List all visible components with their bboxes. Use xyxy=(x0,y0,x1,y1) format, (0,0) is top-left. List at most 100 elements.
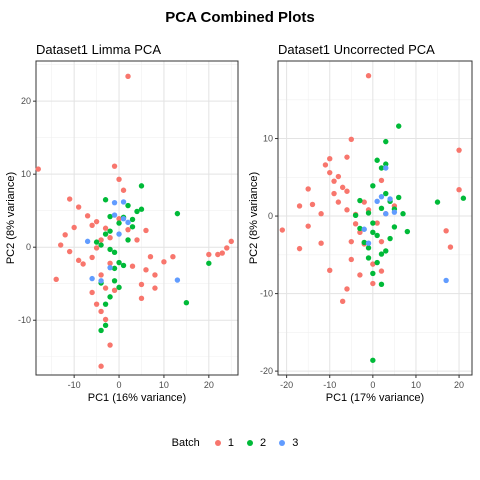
panel-2-point-batch-1 xyxy=(327,155,333,162)
panel-1-point-batch-3 xyxy=(120,199,127,205)
panel-2-point-batch-1 xyxy=(357,272,363,278)
panel-1-point-batch-1 xyxy=(143,227,149,234)
panel-1-point-batch-2 xyxy=(111,278,118,284)
panel-1-point-batch-1 xyxy=(206,251,212,258)
panel-2-point-batch-2 xyxy=(365,245,372,251)
panel-2-point-batch-2 xyxy=(365,210,372,216)
panel-1-point-batch-2 xyxy=(129,224,136,230)
panel-2-point-batch-1 xyxy=(344,207,350,213)
panel-1-point-batch-1 xyxy=(125,73,131,80)
panel-1-point-batch-2 xyxy=(93,239,100,245)
panel-2-point-batch-1 xyxy=(378,177,385,184)
panel-1-tick-label-y: 0 xyxy=(26,242,31,252)
panel-2-point-batch-1 xyxy=(339,298,346,305)
panel-1-point-batch-1 xyxy=(170,254,176,260)
panel-1-point-batch-2 xyxy=(98,242,104,248)
panel-1-point-batch-3 xyxy=(111,199,118,206)
panel-1-point-batch-1 xyxy=(75,257,82,264)
panel-2-ylabel: PC2 (8% variance) xyxy=(248,172,260,264)
panel-2-point-batch-2 xyxy=(383,248,389,254)
legend: Batch 1 2 3 xyxy=(0,437,480,449)
panel-2-point-batch-1 xyxy=(370,280,376,287)
panel-2-xlabel: PC1 (17% variance) xyxy=(326,392,424,404)
panel-2-point-batch-3 xyxy=(383,165,389,171)
panel-2-point-batch-2 xyxy=(383,190,389,197)
panel-1-point-batch-1 xyxy=(102,225,109,231)
legend-item-2: 2 xyxy=(247,437,266,449)
panel-1-point-batch-3 xyxy=(84,238,91,245)
panel-1-point-batch-2 xyxy=(111,249,118,256)
legend-item-1: 1 xyxy=(214,437,234,449)
panel-2-point-batch-1 xyxy=(339,184,346,191)
panel-1-point-batch-1 xyxy=(161,259,167,265)
panel-1-point-batch-2 xyxy=(174,210,181,217)
panel-1-point-batch-2 xyxy=(107,294,113,300)
panel-2-point-batch-2 xyxy=(378,281,385,287)
panel-2-point-batch-3 xyxy=(387,196,393,202)
panel-2-point-batch-1 xyxy=(335,199,342,205)
panel-2-point-batch-2 xyxy=(374,232,380,239)
panel-1-point-batch-3 xyxy=(89,275,95,282)
panel-2-point-batch-1 xyxy=(447,244,454,250)
legend-item-3: 3 xyxy=(279,437,298,449)
panel-2-point-batch-2 xyxy=(378,205,385,212)
panel-1-point-batch-1 xyxy=(152,272,158,278)
panel-1-point-batch-1 xyxy=(111,287,118,293)
panel-1-point-batch-3 xyxy=(107,264,113,271)
panel-2-tick-label-y: -20 xyxy=(260,366,273,376)
panel-1-point-batch-1 xyxy=(129,263,136,269)
panel-1-point-batch-2 xyxy=(98,327,104,334)
panel-1-point-batch-1 xyxy=(138,281,145,288)
panel-2-point-batch-1 xyxy=(322,162,329,168)
panel-2-point-batch-1 xyxy=(352,221,359,227)
panel-1-point-batch-1 xyxy=(84,213,91,219)
panel-1-point-batch-1 xyxy=(224,245,230,251)
panel-2-point-batch-3 xyxy=(378,193,385,200)
panel-2-point-batch-2 xyxy=(352,212,359,218)
panel-2-point-batch-1 xyxy=(348,238,354,245)
panel-2-point-batch-3 xyxy=(361,226,367,232)
panel-1-point-batch-1 xyxy=(228,238,234,245)
panel-1-point-batch-1 xyxy=(98,308,104,315)
panel-1-point-batch-1 xyxy=(98,363,104,369)
panel-2-point-batch-1 xyxy=(318,211,324,217)
panel-2-point-batch-1 xyxy=(378,268,385,274)
panel-1-point-batch-1 xyxy=(66,196,73,202)
panel-1-point-batch-3 xyxy=(125,219,131,226)
panel-2-point-batch-2 xyxy=(383,161,389,167)
panel-1-point-batch-2 xyxy=(138,206,145,212)
legend-swatch-3 xyxy=(279,440,286,446)
panel-1-point-batch-1 xyxy=(35,166,41,172)
panel-1-point-batch-1 xyxy=(75,204,82,210)
panel-2-point-batch-2 xyxy=(404,228,411,235)
panel-2-title: Dataset1 Uncorrected PCA xyxy=(278,42,435,57)
panel-2-point-batch-1 xyxy=(305,223,311,229)
legend-label-2: 2 xyxy=(260,437,267,449)
panel-2-point-batch-1 xyxy=(305,186,311,192)
panel-1-point-batch-1 xyxy=(62,232,68,238)
panel-1-tick-label-y: 10 xyxy=(21,169,31,179)
panel-1-point-batch-1 xyxy=(116,216,122,222)
panel-1-point-batch-1 xyxy=(120,187,127,193)
panel-2-point-batch-2 xyxy=(374,259,380,266)
panel-2-point-batch-1 xyxy=(279,227,286,233)
panel-1-point-batch-2 xyxy=(102,231,109,237)
panel-1-point-batch-1 xyxy=(93,301,100,307)
panel-1-point-batch-1 xyxy=(134,237,140,243)
panel-2-point-batch-2 xyxy=(357,197,363,204)
panel-1-tick-label-x: 20 xyxy=(204,380,214,390)
panel-2-point-batch-1 xyxy=(296,245,303,252)
panel-1-point-batch-2 xyxy=(116,284,122,291)
panel-1-point-batch-1 xyxy=(147,254,154,260)
panel-1-point-batch-1 xyxy=(107,260,113,266)
panel-1-point-batch-3 xyxy=(98,278,104,284)
panel-2-tick-label-y: -10 xyxy=(260,289,273,299)
panel-1-point-batch-1 xyxy=(219,250,225,256)
panel-2-point-batch-1 xyxy=(327,267,333,274)
panel-2-point-batch-1 xyxy=(365,73,372,79)
panel-1-point-batch-2 xyxy=(183,300,190,306)
legend-swatch-2 xyxy=(247,440,254,446)
panel-1-point-batch-2 xyxy=(125,202,131,209)
legend-label-3: 3 xyxy=(292,437,299,449)
panel-1-point-batch-2 xyxy=(125,237,131,243)
